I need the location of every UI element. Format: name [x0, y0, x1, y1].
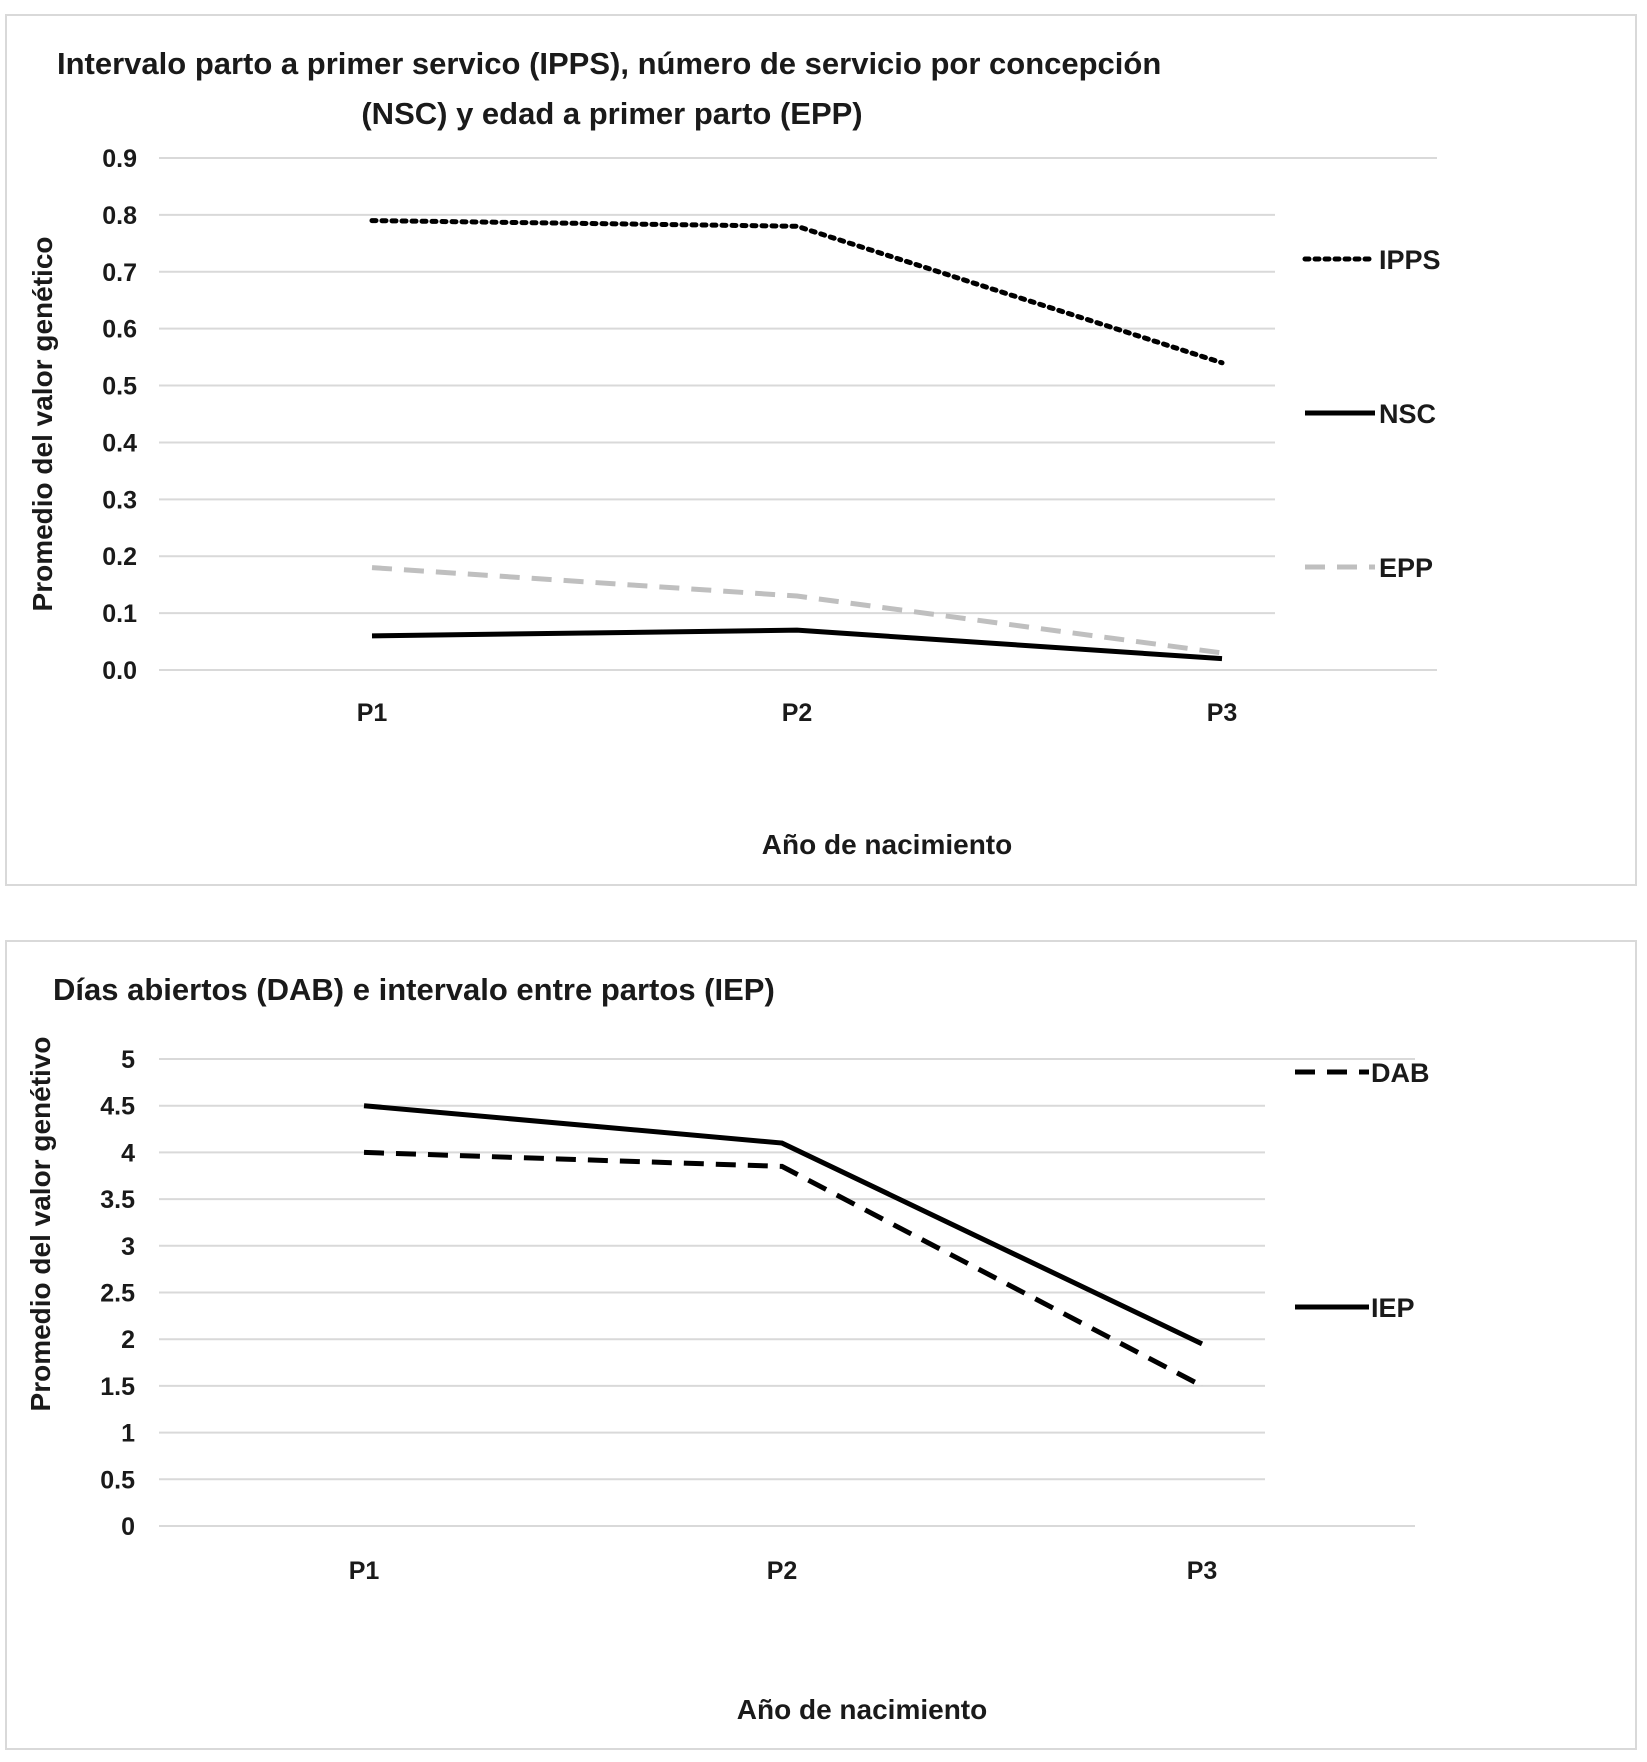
- y-tick-label: 0.9: [102, 145, 137, 173]
- y-tick-label: 0.7: [102, 259, 137, 287]
- y-tick-label: 3: [121, 1233, 135, 1261]
- y-axis-label: Promedio del valor genétivo: [25, 1037, 56, 1412]
- x-tick-label-p3: P3: [1187, 1557, 1218, 1585]
- y-tick-label: 0.6: [102, 316, 137, 344]
- x-tick-label-p2: P2: [782, 699, 813, 727]
- x-axis-label: Año de nacimiento: [762, 829, 1012, 860]
- chart-panel-open-days: Días abiertos (DAB) e intervalo entre pa…: [5, 940, 1637, 1750]
- y-tick-label: 2.5: [100, 1280, 135, 1308]
- y-tick-label: 5: [121, 1046, 135, 1074]
- y-axis-label: Promedio del valor genético: [27, 237, 58, 612]
- series-line-iep: [363, 1103, 1204, 1347]
- y-tick-label: 1: [121, 1420, 135, 1448]
- legend-label-epp: EPP: [1379, 553, 1433, 583]
- x-tick-label-p1: P1: [349, 1557, 380, 1585]
- gridlines: [159, 1058, 1415, 1527]
- x-tick-label-p1: P1: [357, 699, 388, 727]
- legend-label-dab: DAB: [1371, 1058, 1430, 1088]
- y-tick-label: 4: [121, 1139, 135, 1167]
- chart-title: Días abiertos (DAB) e intervalo entre pa…: [53, 972, 775, 1007]
- y-tick-label: 4.5: [100, 1093, 135, 1121]
- x-tick-label-p2: P2: [767, 1557, 798, 1585]
- chart-dab-iep: Días abiertos (DAB) e intervalo entre pa…: [25, 972, 1430, 1725]
- legend-label-iep: IEP: [1371, 1293, 1415, 1323]
- y-tick-label: 0.3: [102, 486, 137, 514]
- series-lines: [363, 1103, 1204, 1389]
- y-tick-label: 3.5: [100, 1186, 135, 1214]
- x-tick-labels: P1 P2 P3: [357, 699, 1238, 727]
- legend-label-nsc: NSC: [1379, 399, 1436, 429]
- y-tick-label: 0: [121, 1513, 135, 1541]
- series-line-dab: [363, 1149, 1204, 1389]
- y-tick-label: 0.0: [102, 657, 137, 685]
- x-axis-label: Año de nacimiento: [737, 1694, 987, 1725]
- legend-label-ipps: IPPS: [1379, 245, 1441, 275]
- chart-title-line-1: Intervalo parto a primer servico (IPPS),…: [57, 46, 1161, 81]
- y-tick-label: 1.5: [100, 1373, 135, 1401]
- y-tick-label: 0.5: [102, 373, 137, 401]
- y-tick-label: 2: [121, 1326, 135, 1354]
- y-tick-label: 0.4: [102, 429, 137, 457]
- y-tick-label: 0.5: [100, 1466, 135, 1494]
- chart-title-line-2: (NSC) y edad a primer parto (EPP): [361, 96, 862, 131]
- y-tick-label: 0.2: [102, 543, 137, 571]
- legend: DAB IEP: [1295, 1058, 1430, 1323]
- chart-panel-reproductive-intervals: Intervalo parto a primer servico (IPPS),…: [5, 14, 1637, 886]
- chart-ipps-nsc-epp: Intervalo parto a primer servico (IPPS),…: [27, 46, 1441, 860]
- series-line-nsc: [371, 627, 1223, 662]
- y-tick-labels: 0 0.5 1 1.5 2 2.5 3 3.5 4 4.5 5: [100, 1046, 135, 1541]
- series-lines: [369, 218, 1225, 662]
- legend: IPPS NSC EPP: [1302, 245, 1441, 583]
- y-tick-label: 0.8: [102, 202, 137, 230]
- y-tick-label: 0.1: [102, 600, 137, 628]
- y-tick-labels: 0.0 0.1 0.2 0.3 0.4 0.5 0.6 0.7 0.8 0.9: [102, 145, 137, 685]
- series-line-ipps: [369, 218, 1225, 366]
- x-tick-label-p3: P3: [1207, 699, 1238, 727]
- gridlines: [159, 157, 1437, 671]
- series-line-epp: [371, 565, 1223, 656]
- x-tick-labels: P1 P2 P3: [349, 1557, 1218, 1585]
